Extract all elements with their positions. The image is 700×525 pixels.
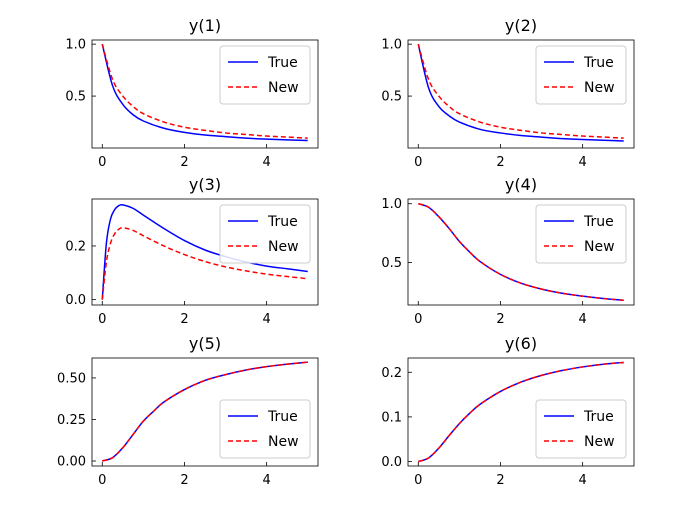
series-line-new [101,43,308,139]
x-tick-label: 0 [414,473,422,488]
subplot-1: y(1) 0 2 4 0.5 1.0 True New [65,16,319,170]
y-tick-label: 0.2 [65,239,86,254]
y-tick-label: 0.1 [381,410,402,425]
legend-label-true: True [583,55,614,71]
subplot-6: y(6) 0 2 4 0.0 0.1 0.2 True New [381,334,635,488]
series-line-true [417,43,624,142]
subplot-4: y(4) 0 2 4 0.5 1.0 True New [381,175,635,327]
x-tick-label: 2 [180,155,188,170]
legend-box [219,399,311,459]
y-tick-label: 0.25 [57,413,86,428]
x-tick-label: 0 [414,312,422,327]
axes-frame [407,357,635,467]
y-tick-label: 0.50 [57,371,86,386]
x-tick-label: 2 [180,312,188,327]
x-tick-label: 4 [262,155,270,170]
legend-label-new: New [268,80,299,96]
legend-box [535,45,627,105]
x-tick-label: 0 [98,473,106,488]
series-line-true [101,43,308,142]
axes-frame [91,198,319,306]
legend-label-new: New [268,239,299,255]
y-tick-label: 1.0 [381,197,402,212]
axes-frame [407,198,635,306]
legend-label-new: New [584,434,615,450]
series-line-new [102,361,308,462]
legend-label-new: New [268,434,299,450]
legend-label-true: True [267,55,298,71]
y-tick-label: 0.0 [65,293,86,308]
legend-label-true: True [267,214,298,230]
legend-label-true: True [267,409,298,425]
legend-label-true: True [583,214,614,230]
x-tick-label: 4 [578,312,586,327]
legend-label-true: True [583,409,614,425]
axes-frame [91,39,319,149]
x-tick-label: 4 [578,155,586,170]
legend-box [219,204,311,264]
subplot-5: y(5) 0 2 4 0.00 0.25 0.50 True New [57,334,319,488]
subplot-3: y(3) 0 2 4 0.0 0.2 True New [65,175,319,327]
x-tick-label: 4 [262,473,270,488]
subplot-2: y(2) 0 2 4 0.5 1.0 True New [381,16,635,170]
y-tick-label: 0.5 [65,90,86,105]
subplot-title: y(3) [189,175,221,194]
x-tick-label: 2 [496,155,504,170]
subplot-title: y(4) [505,175,537,194]
x-tick-label: 4 [262,312,270,327]
x-tick-label: 2 [496,312,504,327]
y-tick-label: 0.0 [381,455,402,470]
x-tick-label: 4 [578,473,586,488]
y-tick-label: 1.0 [381,38,402,53]
y-tick-label: 0.2 [381,366,402,381]
series-line-new [417,43,624,139]
subplot-title: y(1) [189,16,221,35]
y-tick-label: 0.5 [381,256,402,271]
x-tick-label: 0 [98,155,106,170]
axes-frame [407,39,635,149]
legend-box [219,45,311,105]
series-line-new [101,226,308,300]
subplot-title: y(6) [505,334,537,353]
x-tick-label: 0 [414,155,422,170]
axes-frame [91,357,319,467]
series-line-new [418,202,624,302]
y-tick-label: 0.00 [57,455,86,470]
legend-label-new: New [584,239,615,255]
subplot-title: y(5) [189,334,221,353]
x-tick-label: 2 [496,473,504,488]
series-line-new [418,361,624,463]
legend-box [535,399,627,459]
legend-box [535,204,627,264]
legend-label-new: New [584,80,615,96]
y-tick-label: 0.5 [381,90,402,105]
series-line-true [101,203,308,300]
subplot-title: y(2) [505,16,537,35]
x-tick-label: 0 [98,312,106,327]
x-tick-label: 2 [180,473,188,488]
y-tick-label: 1.0 [65,38,86,53]
